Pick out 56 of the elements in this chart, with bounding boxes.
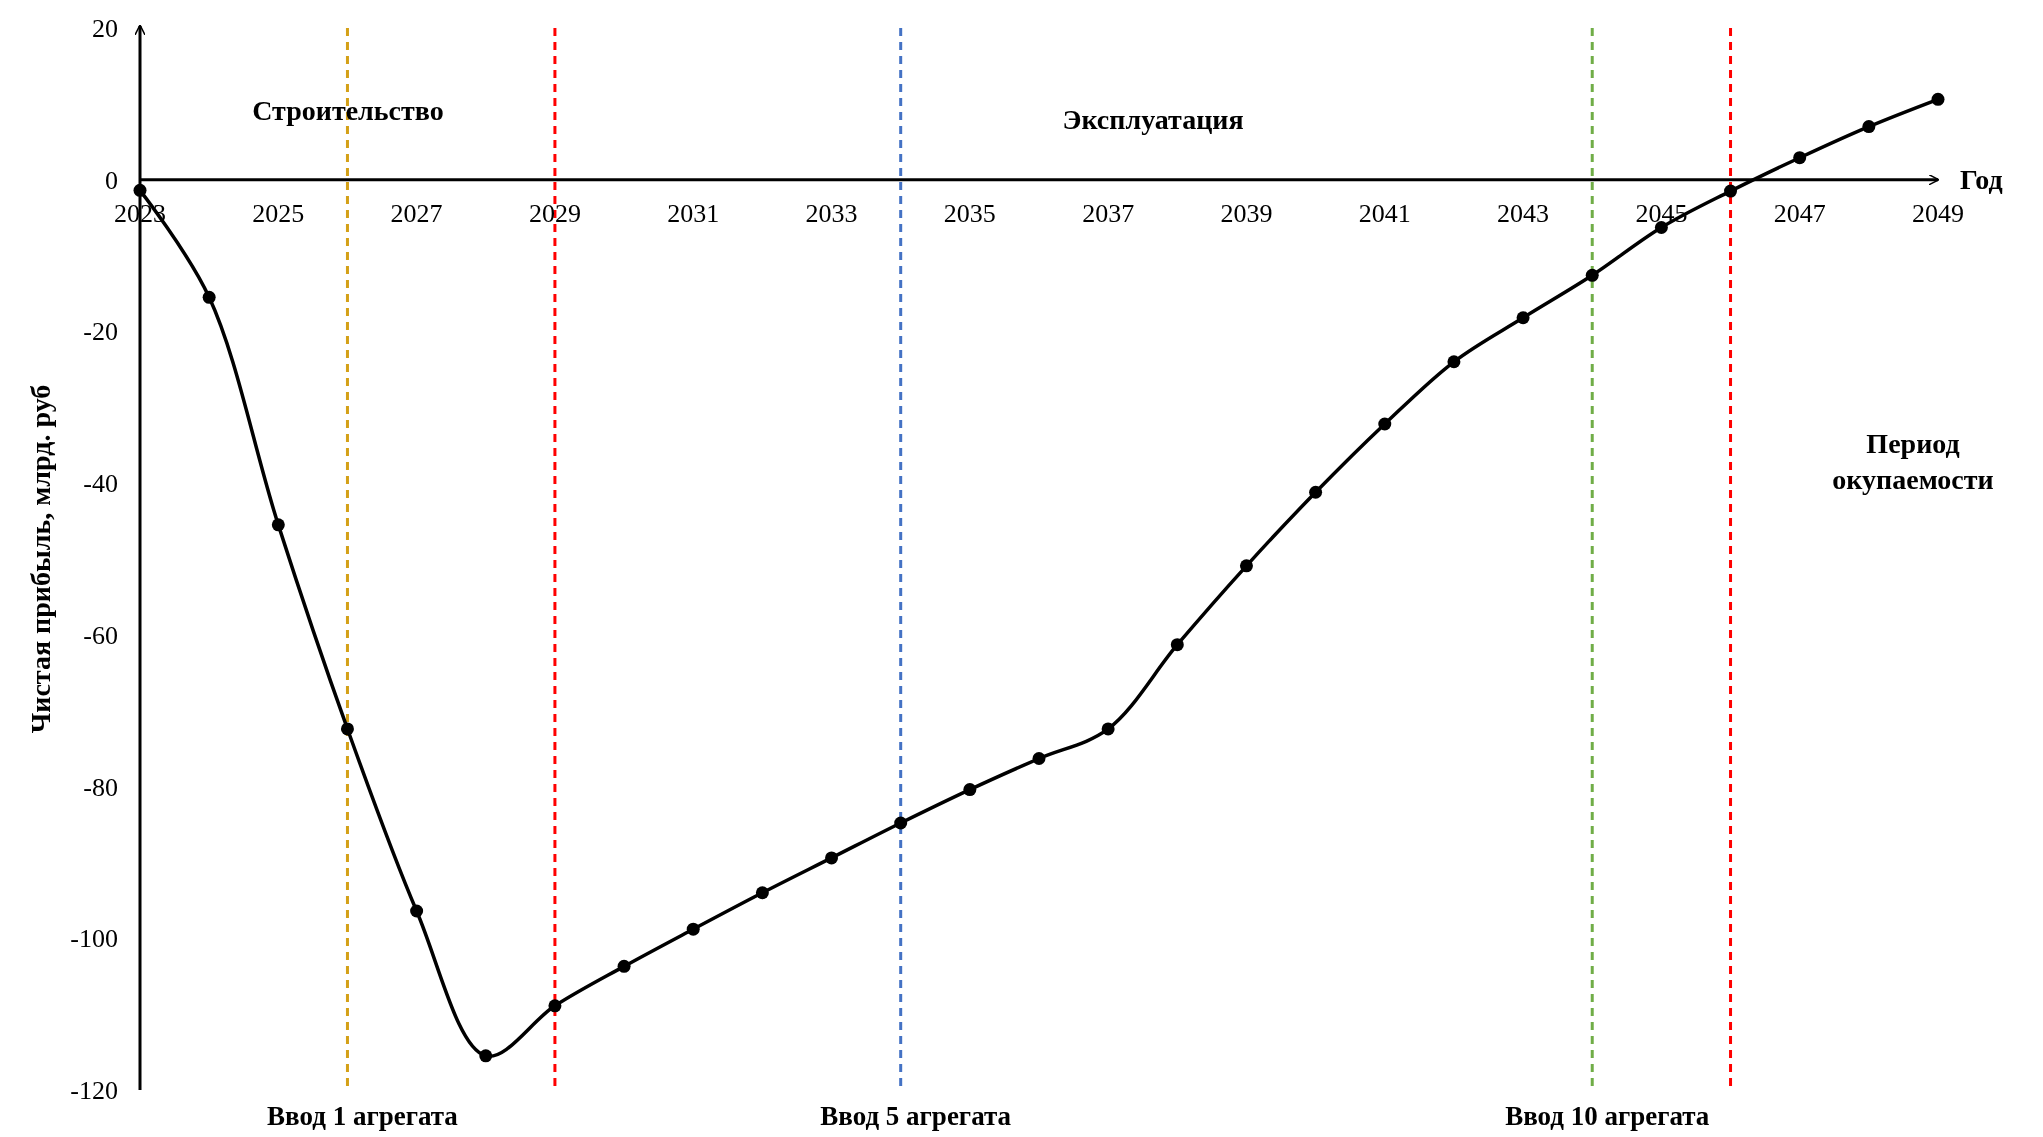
annotation: Период окупаемости <box>1832 428 1994 495</box>
point <box>1516 311 1530 325</box>
x-tick-label: 2027 <box>390 198 443 228</box>
point <box>1793 151 1807 165</box>
ref-line-label: Ввод 10 агрегата <box>1505 1101 1710 1131</box>
point <box>1032 752 1046 765</box>
point <box>1101 722 1115 736</box>
point <box>755 886 769 900</box>
x-tick-label: 2043 <box>1497 198 1550 228</box>
y-tick-label: -20 <box>83 317 118 347</box>
ref-line-label: Ввод 1 агрегата <box>267 1101 459 1131</box>
point <box>202 290 216 304</box>
y-tick-label: -100 <box>70 924 118 954</box>
point <box>963 783 977 797</box>
x-tick-label: 2045 <box>1635 198 1688 228</box>
y-tick-label: -120 <box>70 1076 118 1105</box>
y-tick-label: 0 <box>105 165 118 195</box>
point <box>410 904 424 918</box>
ref-line-label: Ввод 5 агрегата <box>820 1101 1012 1131</box>
y-tick-label: -80 <box>83 772 118 802</box>
annotation: Эксплуатация <box>1062 104 1244 135</box>
point <box>1931 92 1945 106</box>
point <box>1447 355 1461 369</box>
point <box>1724 184 1738 198</box>
point <box>825 851 839 865</box>
x-tick-label: 2029 <box>528 198 581 228</box>
y-tick-label: -60 <box>83 620 118 650</box>
point <box>271 518 285 532</box>
x-tick-label: 2047 <box>1773 198 1826 228</box>
x-tick-label: 2031 <box>667 198 720 228</box>
x-tick-label: 2049 <box>1912 198 1964 228</box>
x-tick-label: 2039 <box>1220 198 1273 228</box>
point <box>686 922 700 936</box>
point <box>1654 221 1668 234</box>
y-axis-title: Чистая прибыль, млрд. руб <box>25 384 56 734</box>
x-tick-label: 2041 <box>1358 198 1411 228</box>
point <box>340 722 354 736</box>
point <box>1585 268 1599 282</box>
point <box>479 1049 493 1063</box>
x-tick-label: 2035 <box>943 198 996 228</box>
point <box>548 999 562 1013</box>
point <box>1309 485 1323 499</box>
annotation: Строительство <box>252 95 444 126</box>
point <box>133 183 147 197</box>
x-tick-label: 2033 <box>805 198 858 228</box>
point <box>894 816 908 830</box>
point <box>1378 417 1392 431</box>
y-tick-label: -40 <box>83 469 118 499</box>
y-tick-label: 20 <box>92 14 118 43</box>
point <box>1170 638 1184 652</box>
x-axis-title: Год <box>1960 163 2003 195</box>
point <box>1239 559 1253 573</box>
x-tick-label: 2037 <box>1082 198 1135 228</box>
point <box>617 959 631 973</box>
point <box>1862 120 1876 134</box>
x-tick-label: 2025 <box>252 198 305 228</box>
